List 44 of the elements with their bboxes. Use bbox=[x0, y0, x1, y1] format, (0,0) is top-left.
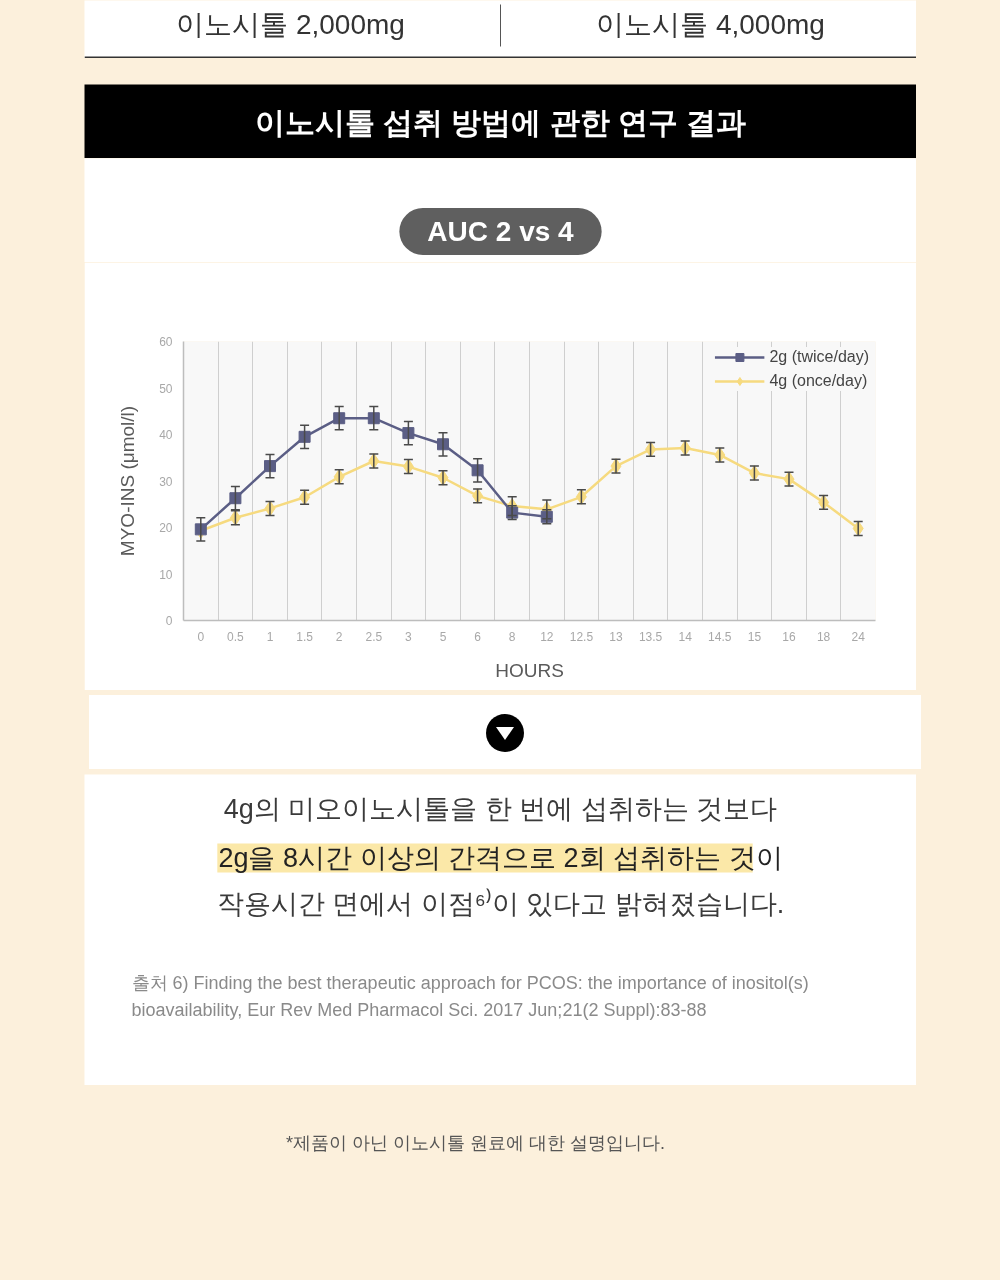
x-tick-label: 12.5 bbox=[569, 629, 594, 644]
x-tick-label: 14 bbox=[678, 629, 693, 644]
y-tick-label: 0 bbox=[165, 614, 173, 628]
y-tick-label: 10 bbox=[159, 567, 173, 582]
point bbox=[229, 492, 242, 505]
x-tick-label: 2 bbox=[335, 629, 343, 644]
y-tick-label: 60 bbox=[159, 335, 173, 349]
point bbox=[471, 464, 484, 477]
x-tick-label: 2.5 bbox=[365, 629, 383, 644]
x-tick-label: 13.5 bbox=[638, 629, 663, 644]
x-tick-label: 24 bbox=[851, 629, 866, 644]
legend-label: 4g (once/day) bbox=[769, 371, 868, 391]
x-tick-label: 18 bbox=[816, 629, 831, 644]
x-tick-label: 13 bbox=[609, 629, 623, 644]
source-note: 출처 6) Finding the best therapeutic approach for PCOS: the importance of inositol(s) bioavailability, Eur Rev Med Pharmacol Sci. 2017 Jun;21(2 Suppl):83-88 bbox=[131, 972, 809, 1020]
x-tick-label: 0.5 bbox=[227, 629, 245, 644]
text: 이노시톨 4,000mg bbox=[596, 9, 825, 40]
x-tick-label: 6 bbox=[474, 629, 482, 644]
x-tick-label: 8 bbox=[508, 629, 516, 644]
x-tick-label: 15 bbox=[747, 629, 762, 644]
text: 이노시톨 2,000mg bbox=[176, 9, 405, 40]
y-axis-title: MYO-INS (μmol/l) bbox=[117, 405, 139, 557]
text: 2g을 8시간 이상의 간격으로 2회 섭취하는 것이 bbox=[218, 842, 783, 873]
x-tick-label: 16 bbox=[782, 629, 796, 644]
text: *제품이 아닌 이노시톨 원료에 대한 설명입니다. bbox=[285, 1132, 666, 1153]
point bbox=[298, 430, 311, 443]
y-tick-label: 50 bbox=[159, 381, 173, 396]
text: 작용시간 면에서 이점⁶⁾이 있다고 밝혀졌습니다. bbox=[216, 887, 785, 919]
y-tick-label: 30 bbox=[159, 474, 173, 489]
x-tick-label: 14.5 bbox=[708, 629, 732, 644]
y-tick-label: 20 bbox=[159, 521, 173, 535]
x-tick-label: 1 bbox=[266, 629, 274, 644]
chart-subtitle: AUC 2 vs 4 bbox=[427, 216, 575, 247]
legend-label: 2g (twice/day) bbox=[769, 347, 869, 367]
point bbox=[402, 427, 415, 440]
x-tick-label: 12 bbox=[540, 629, 554, 644]
chart-title: 이노시톨 섭취 방법에 관한 연구 결과 bbox=[254, 106, 747, 139]
text: 4g의 미오이노시톨을 한 번에 섭취하는 것보다 bbox=[223, 793, 778, 824]
x-tick-label: 0 bbox=[197, 629, 205, 644]
x-tick-label: 1.5 bbox=[296, 629, 314, 644]
x-tick-label: 3 bbox=[405, 629, 413, 644]
y-tick-label: 40 bbox=[159, 428, 173, 442]
x-axis-title: HOURS bbox=[495, 659, 564, 681]
x-tick-label: 5 bbox=[439, 629, 447, 644]
